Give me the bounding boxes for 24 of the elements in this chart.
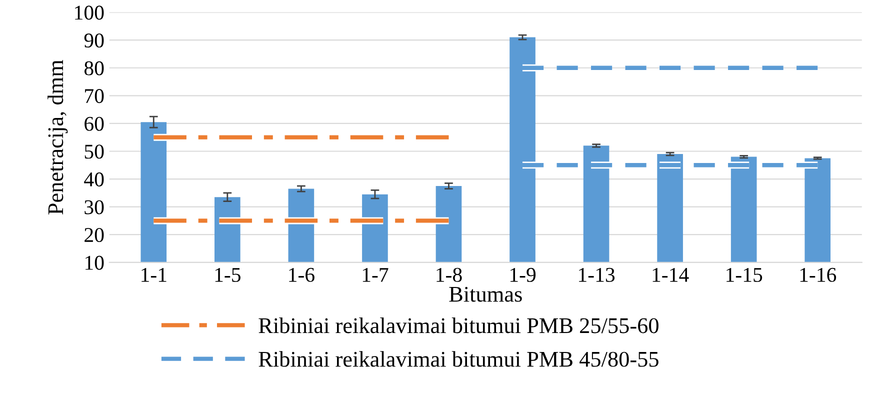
x-tick-label: 1-6 [289,268,314,282]
x-tick-label: 1-14 [652,268,689,282]
legend-label: Ribiniai reikalavimai bitumui PMB 45/80-55 [258,351,658,367]
x-tick-label: 1-5 [215,268,240,282]
x-tick-label: 1-7 [362,268,388,282]
y-tick-label: 60 [84,116,104,131]
y-tick-label: 40 [84,172,104,186]
y-tick-label: 90 [84,33,104,48]
y-tick-label: 50 [84,144,104,159]
x-tick-label: 1-9 [510,268,536,282]
x-tick-label: 1-13 [579,268,615,282]
x-tick-label: 1-8 [436,268,462,282]
y-tick-label: 70 [85,89,104,104]
x-tick-label: 1-16 [800,268,836,282]
x-axis-title: Bitumas [449,286,522,302]
x-tick-label: 1-1 [142,268,166,282]
legend-label: Ribiniai reikalavimai bitumui PMB 25/55-60 [258,318,658,334]
y-tick-label: 30 [84,200,104,214]
x-tick-label: 1-15 [726,268,762,282]
y-tick-label: 10 [86,256,104,270]
y-tick-label: 100 [75,6,104,20]
y-axis-title: Penetracija, dmm [48,60,68,214]
y-tick-label: 20 [84,228,104,242]
y-tick-label: 80 [84,61,104,76]
